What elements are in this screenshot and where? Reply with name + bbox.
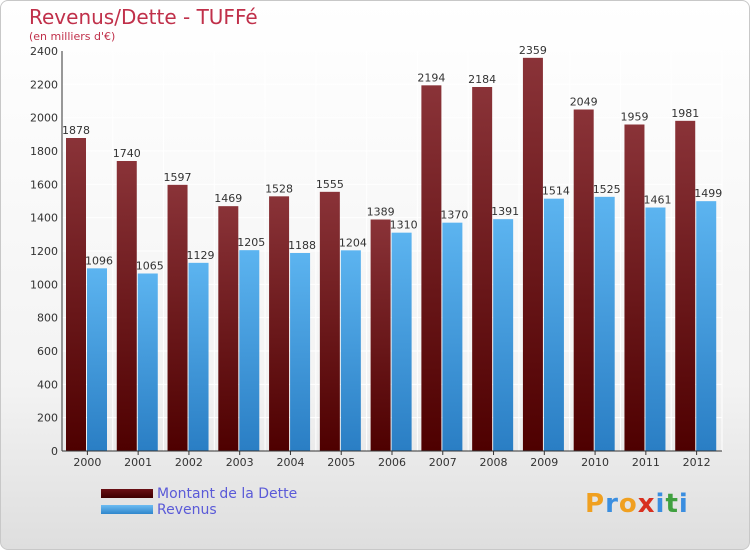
y-tick-label: 1800 [30, 145, 58, 158]
debt-value-label: 2194 [417, 71, 445, 84]
debt-bar [116, 161, 137, 451]
x-tick-label: 2005 [327, 456, 355, 469]
revenue-bar [493, 219, 514, 451]
x-tick-label: 2008 [480, 456, 508, 469]
debt-bar [167, 184, 188, 452]
logo-letter: i [678, 489, 689, 519]
chart-title: Revenus/Dette - TUFFé [29, 5, 258, 29]
x-tick-label: 2010 [581, 456, 609, 469]
debt-bar [624, 124, 645, 451]
debt-bar [269, 196, 290, 451]
revenue-bar [594, 196, 615, 451]
x-tick-label: 2011 [632, 456, 660, 469]
debt-value-label: 2049 [570, 96, 598, 109]
revenue-value-label: 1065 [136, 260, 164, 273]
debt-bar [370, 219, 391, 451]
revenue-value-label: 1525 [593, 183, 621, 196]
revenue-value-label: 1310 [390, 219, 418, 232]
x-tick-label: 2003 [226, 456, 254, 469]
revenue-bar [442, 222, 463, 451]
debt-value-label: 2184 [468, 73, 496, 86]
revenue-bar [696, 201, 717, 451]
y-tick-label: 2200 [30, 78, 58, 91]
debt-value-label: 1555 [316, 178, 344, 191]
debt-value-label: 1981 [671, 107, 699, 120]
revenue-value-label: 1461 [643, 194, 671, 207]
chart-subtitle: (en milliers d'€) [29, 30, 116, 43]
debt-bar [472, 87, 493, 451]
revenue-value-label: 1499 [694, 187, 722, 200]
revenue-bar [239, 250, 260, 451]
revenue-value-label: 1514 [542, 185, 570, 198]
y-tick-label: 200 [37, 412, 58, 425]
legend-label-revenue: Revenus [157, 502, 217, 518]
debt-value-label: 1959 [620, 111, 648, 124]
legend-label-debt: Montant de la Dette [157, 486, 298, 502]
revenue-bar [645, 207, 666, 451]
debt-value-label: 1469 [214, 192, 242, 205]
y-tick-label: 1000 [30, 278, 58, 291]
debt-bar [66, 138, 86, 451]
x-tick-label: 2009 [530, 456, 558, 469]
revenue-bar [340, 250, 361, 451]
revenue-value-label: 1188 [288, 239, 316, 252]
x-tick-label: 2004 [276, 456, 304, 469]
revenue-value-label: 1129 [187, 249, 215, 262]
legend-swatch-revenue [101, 505, 153, 514]
revenue-value-label: 1205 [237, 236, 265, 249]
y-tick-label: 800 [37, 312, 58, 325]
debt-value-label: 1878 [62, 124, 90, 137]
revenue-value-label: 1370 [440, 209, 468, 222]
debt-bar [319, 191, 340, 452]
debt-value-label: 2359 [519, 44, 547, 57]
logo-letter: x [637, 489, 656, 519]
revenue-value-label: 1096 [85, 254, 113, 267]
debt-bar [421, 85, 442, 451]
revenue-bar [188, 262, 209, 451]
logo-letter: t [665, 489, 679, 519]
x-tick-label: 2007 [429, 456, 457, 469]
debt-bar [675, 120, 696, 451]
proxiti-logo: Proxiti [585, 489, 689, 519]
revenue-bar [290, 253, 311, 451]
y-tick-label: 0 [51, 445, 58, 458]
debt-bar [573, 109, 594, 451]
revenue-bar [137, 273, 158, 451]
x-tick-label: 2012 [683, 456, 711, 469]
revenue-bar [87, 268, 107, 451]
revenue-value-label: 1204 [339, 236, 367, 249]
debt-value-label: 1528 [265, 182, 293, 195]
revenue-bar [391, 232, 412, 451]
logo-letter: i [655, 489, 666, 519]
y-tick-label: 1600 [30, 178, 58, 191]
y-tick-label: 2000 [30, 112, 58, 125]
x-tick-label: 2002 [175, 456, 203, 469]
y-tick-label: 2400 [30, 45, 58, 58]
revenue-value-label: 1391 [491, 205, 519, 218]
debt-value-label: 1597 [164, 171, 192, 184]
logo-letter: o [618, 489, 638, 519]
y-tick-label: 600 [37, 345, 58, 358]
y-tick-label: 400 [37, 378, 58, 391]
legend-swatch-debt [101, 489, 153, 498]
revenue-bar [543, 198, 564, 451]
logo-letter: r [605, 489, 619, 519]
y-tick-label: 1200 [30, 245, 58, 258]
y-tick-label: 1400 [30, 212, 58, 225]
debt-value-label: 1740 [113, 147, 141, 160]
x-tick-label: 2001 [124, 456, 152, 469]
debt-value-label: 1389 [367, 206, 395, 219]
logo-letter: P [585, 489, 606, 519]
x-tick-label: 2006 [378, 456, 406, 469]
debt-bar [218, 206, 239, 451]
x-tick-label: 2000 [73, 456, 101, 469]
debt-bar [522, 57, 543, 451]
